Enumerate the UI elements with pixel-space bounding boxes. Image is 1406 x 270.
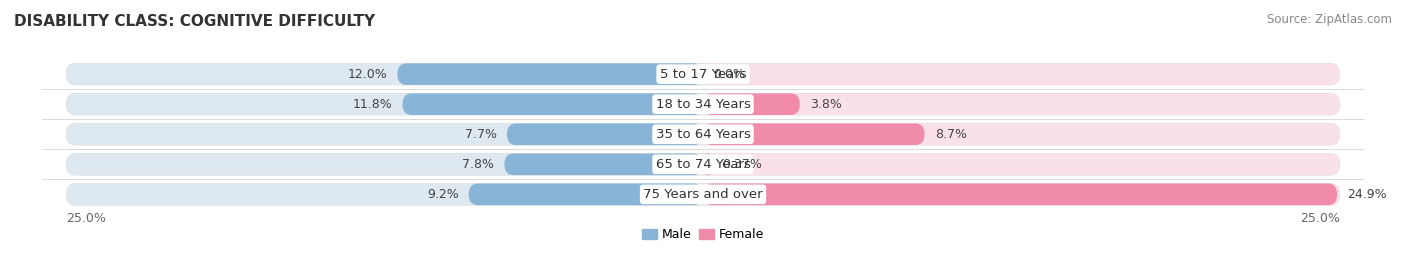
FancyBboxPatch shape <box>703 123 1340 145</box>
Text: 65 to 74 Years: 65 to 74 Years <box>655 158 751 171</box>
FancyBboxPatch shape <box>66 184 703 205</box>
FancyBboxPatch shape <box>66 63 703 85</box>
FancyBboxPatch shape <box>468 184 703 205</box>
FancyBboxPatch shape <box>66 123 1340 145</box>
Text: 11.8%: 11.8% <box>353 98 392 111</box>
FancyBboxPatch shape <box>505 153 703 175</box>
FancyBboxPatch shape <box>703 153 1340 175</box>
Text: 0.37%: 0.37% <box>723 158 762 171</box>
FancyBboxPatch shape <box>66 93 1340 115</box>
FancyBboxPatch shape <box>66 153 703 175</box>
Text: 7.7%: 7.7% <box>465 128 496 141</box>
Legend: Male, Female: Male, Female <box>637 223 769 246</box>
FancyBboxPatch shape <box>703 184 1337 205</box>
FancyBboxPatch shape <box>66 93 703 115</box>
Text: 7.8%: 7.8% <box>463 158 494 171</box>
FancyBboxPatch shape <box>66 123 703 145</box>
FancyBboxPatch shape <box>398 63 703 85</box>
Text: 5 to 17 Years: 5 to 17 Years <box>659 68 747 81</box>
FancyBboxPatch shape <box>703 63 1340 85</box>
Text: DISABILITY CLASS: COGNITIVE DIFFICULTY: DISABILITY CLASS: COGNITIVE DIFFICULTY <box>14 14 375 29</box>
Text: 24.9%: 24.9% <box>1347 188 1386 201</box>
Text: 35 to 64 Years: 35 to 64 Years <box>655 128 751 141</box>
Text: 18 to 34 Years: 18 to 34 Years <box>655 98 751 111</box>
FancyBboxPatch shape <box>508 123 703 145</box>
Text: 3.8%: 3.8% <box>810 98 842 111</box>
FancyBboxPatch shape <box>66 153 1340 175</box>
Text: 25.0%: 25.0% <box>66 212 107 225</box>
FancyBboxPatch shape <box>703 93 800 115</box>
FancyBboxPatch shape <box>402 93 703 115</box>
FancyBboxPatch shape <box>703 93 1340 115</box>
Text: 12.0%: 12.0% <box>347 68 387 81</box>
Text: 9.2%: 9.2% <box>427 188 458 201</box>
Text: 25.0%: 25.0% <box>1299 212 1340 225</box>
FancyBboxPatch shape <box>703 153 713 175</box>
FancyBboxPatch shape <box>66 184 1340 205</box>
FancyBboxPatch shape <box>703 123 925 145</box>
Text: Source: ZipAtlas.com: Source: ZipAtlas.com <box>1267 14 1392 26</box>
Text: 75 Years and over: 75 Years and over <box>643 188 763 201</box>
Text: 8.7%: 8.7% <box>935 128 967 141</box>
FancyBboxPatch shape <box>66 63 1340 85</box>
Text: 0.0%: 0.0% <box>713 68 745 81</box>
FancyBboxPatch shape <box>703 184 1340 205</box>
